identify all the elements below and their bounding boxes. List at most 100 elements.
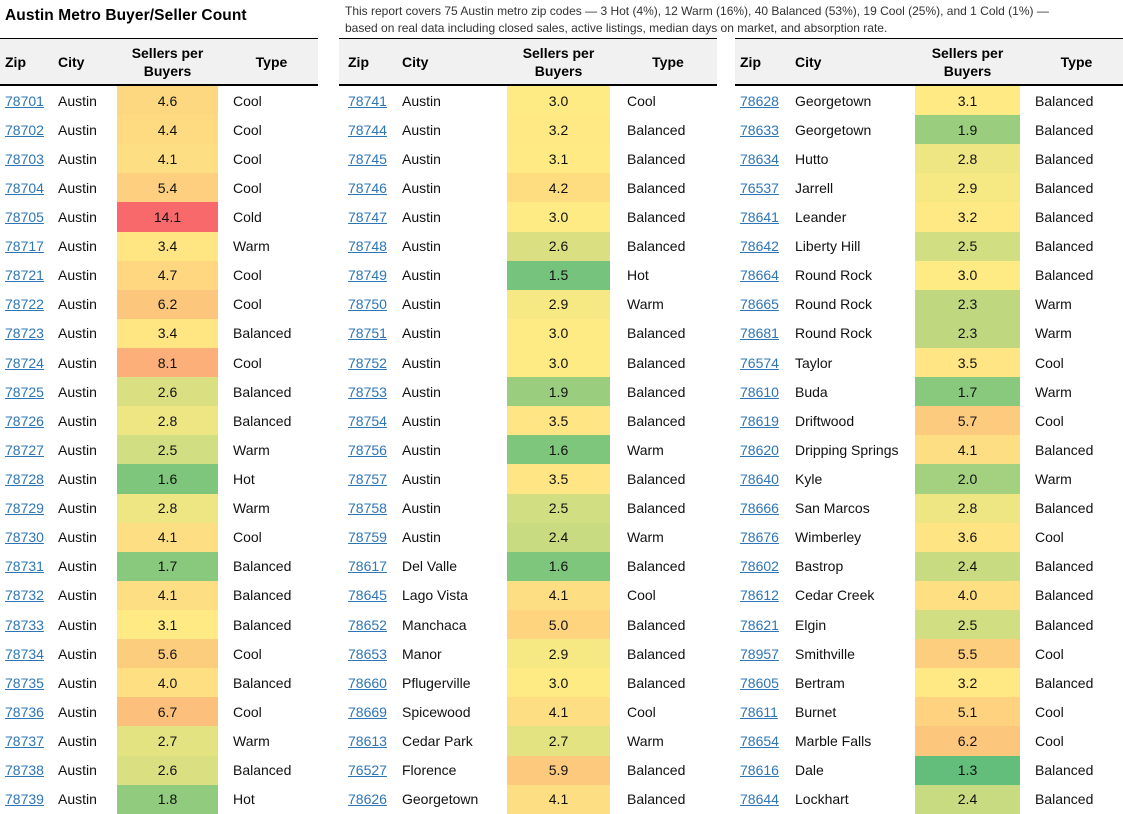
zip-link[interactable]: 78702 [5,121,44,138]
city-cell: Austin [58,238,97,255]
zip-link[interactable]: 78681 [740,325,779,342]
table-row: 78633 Georgetown 1.9 Balanced [735,115,1123,145]
zip-link[interactable]: 78733 [5,616,44,633]
zip-link[interactable]: 78746 [348,179,387,196]
zip-link[interactable]: 78654 [740,732,779,749]
zip-link[interactable]: 78621 [740,616,779,633]
zip-link[interactable]: 78666 [740,500,779,517]
ratio-cell: 3.0 [507,318,610,348]
zip-link[interactable]: 78741 [348,92,387,109]
type-cell: Cool [233,529,262,546]
zip-link[interactable]: 78705 [5,208,44,225]
city-cell: Austin [58,645,97,662]
zip-link[interactable]: 78660 [348,674,387,691]
table-row: 78736 Austin 6.7 Cool [0,697,318,727]
zip-link[interactable]: 76527 [348,762,387,779]
zip-link[interactable]: 78640 [740,470,779,487]
zip-link[interactable]: 78735 [5,674,44,691]
zip-link[interactable]: 78758 [348,500,387,517]
zip-link[interactable]: 78665 [740,296,779,313]
zip-link[interactable]: 78644 [740,791,779,808]
zip-link[interactable]: 78738 [5,762,44,779]
zip-link[interactable]: 78717 [5,238,44,255]
zip-link[interactable]: 78731 [5,558,44,575]
zip-link[interactable]: 78605 [740,674,779,691]
zip-link[interactable]: 78619 [740,412,779,429]
zip-link[interactable]: 78734 [5,645,44,662]
zip-link[interactable]: 78703 [5,150,44,167]
zip-link[interactable]: 78723 [5,325,44,342]
zip-link[interactable]: 78664 [740,267,779,284]
zip-link[interactable]: 78732 [5,587,44,604]
zip-link[interactable]: 78616 [740,762,779,779]
zip-link[interactable]: 78744 [348,121,387,138]
zip-link[interactable]: 78757 [348,470,387,487]
table-row: 78751 Austin 3.0 Balanced [339,318,717,348]
zip-link[interactable]: 78721 [5,267,44,284]
zip-link[interactable]: 78745 [348,150,387,167]
zip-link[interactable]: 78722 [5,296,44,313]
zip-link[interactable]: 78737 [5,732,44,749]
zip-link[interactable]: 78626 [348,791,387,808]
zip-link[interactable]: 78727 [5,441,44,458]
zip-link[interactable]: 78645 [348,587,387,604]
zip-link[interactable]: 78633 [740,121,779,138]
zip-link[interactable]: 78748 [348,238,387,255]
zip-link[interactable]: 78613 [348,732,387,749]
zip-link[interactable]: 78669 [348,703,387,720]
zip-link[interactable]: 78676 [740,529,779,546]
table-row: 78744 Austin 3.2 Balanced [339,115,717,145]
zip-link[interactable]: 78753 [348,383,387,400]
type-cell: Cool [1035,703,1064,720]
column-header-zip: Zip [5,53,26,70]
city-cell: Austin [58,208,97,225]
zip-link[interactable]: 78628 [740,92,779,109]
zip-link[interactable]: 76574 [740,354,779,371]
zip-link[interactable]: 78957 [740,645,779,662]
zip-link[interactable]: 78726 [5,412,44,429]
zip-link[interactable]: 78739 [5,791,44,808]
zip-link[interactable]: 78759 [348,529,387,546]
zip-link[interactable]: 78724 [5,354,44,371]
zip-link[interactable]: 78704 [5,179,44,196]
type-cell: Balanced [233,616,292,633]
zip-link[interactable]: 78617 [348,558,387,575]
ratio-cell: 5.7 [915,406,1020,436]
type-cell: Hot [627,267,649,284]
zip-link[interactable]: 78610 [740,383,779,400]
zip-link[interactable]: 78752 [348,354,387,371]
type-cell: Hot [233,791,255,808]
zip-link[interactable]: 78641 [740,208,779,225]
table-row: 78734 Austin 5.6 Cool [0,639,318,669]
zip-link[interactable]: 78602 [740,558,779,575]
zip-link[interactable]: 78652 [348,616,387,633]
zip-link[interactable]: 78751 [348,325,387,342]
zip-link[interactable]: 78701 [5,92,44,109]
zip-link[interactable]: 78749 [348,267,387,284]
zip-link[interactable]: 78653 [348,645,387,662]
city-cell: Austin [58,267,97,284]
zip-link[interactable]: 78620 [740,441,779,458]
zip-link[interactable]: 78612 [740,587,779,604]
table-row: 78722 Austin 6.2 Cool [0,289,318,319]
type-cell: Balanced [233,762,292,779]
zip-link[interactable]: 78747 [348,208,387,225]
zip-link[interactable]: 78634 [740,150,779,167]
zip-link[interactable]: 78728 [5,470,44,487]
table-row: 78717 Austin 3.4 Warm [0,231,318,261]
zip-link[interactable]: 78754 [348,412,387,429]
zip-link[interactable]: 78736 [5,703,44,720]
type-cell: Cool [627,703,656,720]
zip-link[interactable]: 78730 [5,529,44,546]
zip-link[interactable]: 78750 [348,296,387,313]
city-cell: Smithville [795,645,855,662]
zip-link[interactable]: 76537 [740,179,779,196]
ratio-cell: 4.2 [507,173,610,203]
zip-link[interactable]: 78756 [348,441,387,458]
zip-link[interactable]: 78611 [740,703,778,720]
table-header: Zip City Sellers per Buyers Type [735,38,1123,86]
zip-link[interactable]: 78642 [740,238,779,255]
zip-link[interactable]: 78729 [5,500,44,517]
zip-link[interactable]: 78725 [5,383,44,400]
ratio-cell: 4.1 [117,522,218,552]
